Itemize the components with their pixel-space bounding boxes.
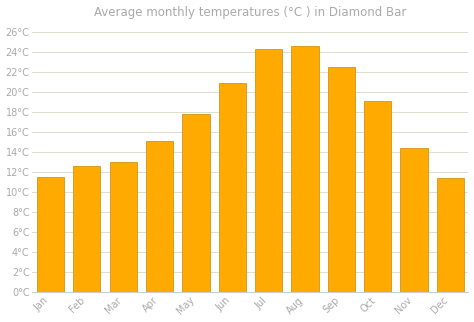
Bar [364,101,391,292]
Bar [73,166,100,292]
Bar [292,46,319,292]
Bar [219,83,246,292]
Bar [401,148,428,292]
Bar [255,50,282,292]
Bar [437,178,464,292]
Bar [109,162,137,292]
Bar [37,177,64,292]
Bar [328,68,355,292]
Title: Average monthly temperatures (°C ) in Diamond Bar: Average monthly temperatures (°C ) in Di… [94,5,407,19]
Bar [146,141,173,292]
Bar [182,114,210,292]
